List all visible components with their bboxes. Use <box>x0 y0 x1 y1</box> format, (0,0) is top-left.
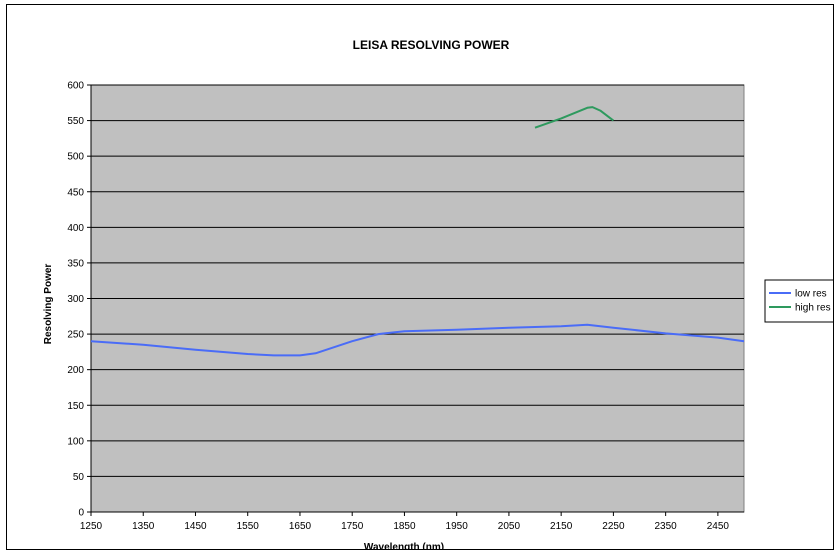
series-layer <box>90 106 745 357</box>
x-tick-label: 2350 <box>655 521 678 532</box>
y-tick-label: 300 <box>67 294 84 305</box>
grid-lines <box>91 84 744 477</box>
y-tick-label: 200 <box>67 365 84 376</box>
line-chart: LEISA RESOLVING POWER 0 50 100 150 200 250 300… <box>43 38 833 550</box>
legend-items: low res high res <box>769 289 831 314</box>
series-line-high-res <box>534 106 615 129</box>
y-axis-ticks: 0 50 100 150 200 250 300 350 400 450 500 550 600 <box>67 81 92 519</box>
legend-label: high res <box>795 303 831 314</box>
x-tick-label: 1250 <box>80 521 103 532</box>
x-axis-ticks: 1250 1350 1450 1550 1650 1750 1850 1950 2050 2150… <box>80 511 744 532</box>
y-tick-label: 400 <box>67 223 84 234</box>
x-tick-label: 1650 <box>289 521 312 532</box>
chart-frame: LEISA RESOLVING POWER 0 50 100 150 200 250 300… <box>6 4 834 550</box>
x-tick-label: 1750 <box>341 521 364 532</box>
chart-title: LEISA RESOLVING POWER <box>353 38 510 52</box>
y-tick-label: 50 <box>73 472 85 483</box>
x-tick-label: 1350 <box>132 521 155 532</box>
x-tick-label: 1550 <box>237 521 260 532</box>
legend: low res high res <box>764 279 833 323</box>
y-tick-label: 500 <box>67 152 84 163</box>
y-tick-label: 600 <box>67 81 84 92</box>
x-tick-label: 2450 <box>707 521 730 532</box>
x-tick-label: 1950 <box>446 521 469 532</box>
x-tick-label: 1450 <box>184 521 207 532</box>
x-axis-label: Wavelength (nm) <box>364 542 444 550</box>
series-line-low-res <box>90 323 745 357</box>
y-tick-label: 350 <box>67 258 84 269</box>
y-tick-label: 0 <box>78 508 84 519</box>
x-tick-label: 1850 <box>393 521 416 532</box>
y-tick-label: 100 <box>67 436 84 447</box>
x-tick-label: 2250 <box>602 521 625 532</box>
y-axis-label: Resolving Power <box>43 264 54 345</box>
legend-label: low res <box>795 289 827 300</box>
x-tick-label: 2150 <box>550 521 573 532</box>
y-tick-label: 450 <box>67 187 84 198</box>
y-tick-label: 150 <box>67 401 84 412</box>
legend-box <box>764 279 833 323</box>
y-tick-label: 250 <box>67 330 84 341</box>
x-tick-label: 2050 <box>498 521 521 532</box>
y-tick-label: 550 <box>67 116 84 127</box>
